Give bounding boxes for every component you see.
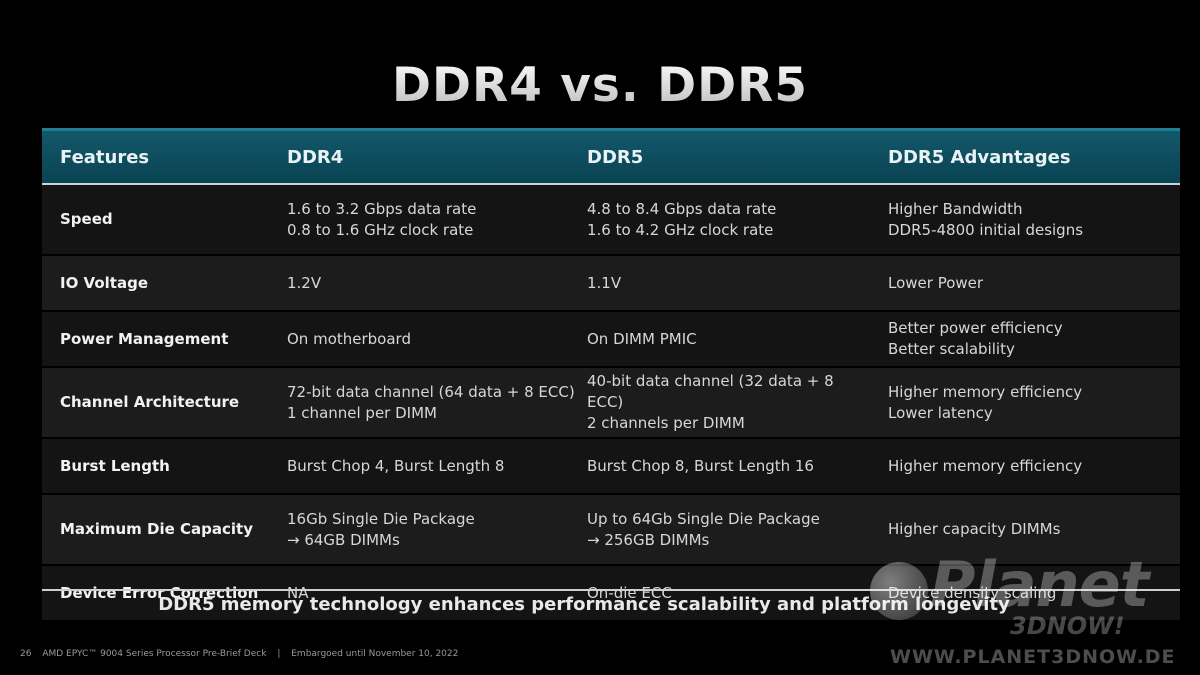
advantage-cell-line: Lower latency — [888, 403, 993, 422]
ddr4-cell-line: 16Gb Single Die Package — [287, 509, 475, 528]
table-row: Device Error Correction NA On-die ECC Devic… — [42, 566, 1180, 622]
ddr4-cell-line: 1.6 to 3.2 Gbps data rate — [287, 199, 477, 218]
slide-footer: 26 AMD EPYC™ 9004 Series Processor Pre-B… — [20, 649, 466, 659]
slide-title: DDR4 vs. DDR5 — [0, 58, 1200, 113]
ddr4-cell: 1.2V — [270, 273, 571, 294]
advantage-cell: Higher memory efficiency — [872, 456, 1180, 477]
feature-cell: Power Management — [60, 329, 229, 348]
ddr4-cell-line: → 64GB DIMMs — [287, 530, 400, 549]
ddr5-cell-line: Up to 64Gb Single Die Package — [587, 509, 820, 528]
ddr5-cell-line: 4.8 to 8.4 Gbps data rate — [587, 199, 777, 218]
advantage-cell-line: Device density scaling — [888, 583, 1057, 602]
advantage-cell-line: Better power efficiency — [888, 319, 1063, 337]
ddr4-cell-line: 1 channel per DIMM — [287, 403, 437, 422]
header-ddr5: DDR5 — [587, 146, 644, 168]
ddr4-cell: 16Gb Single Die Package → 64GB DIMMs — [270, 509, 571, 551]
ddr4-cell-line: 0.8 to 1.6 GHz clock rate — [287, 220, 474, 239]
advantage-cell-line: Lower Power — [888, 273, 984, 292]
advantage-cell-line: Better scalability — [888, 340, 1015, 358]
advantage-cell-line: DDR5-4800 initial designs — [888, 220, 1084, 239]
ddr5-cell-line: 1.6 to 4.2 GHz clock rate — [587, 220, 774, 239]
ddr5-cell-line: 2 channels per DIMM — [587, 414, 745, 432]
ddr5-cell-line: On DIMM PMIC — [587, 329, 697, 348]
table-row: Power Management On motherboard On DIMM PM… — [42, 312, 1180, 368]
ddr5-cell: Up to 64Gb Single Die Package → 256GB DIM… — [571, 509, 872, 551]
ddr4-cell: 72-bit data channel (64 data + 8 ECC) 1 c… — [270, 382, 575, 424]
table-row: Channel Architecture 72-bit data channel … — [42, 368, 1180, 439]
advantage-cell: Higher capacity DIMMs — [872, 519, 1180, 540]
advantage-cell-line: Higher capacity DIMMs — [888, 520, 1061, 538]
advantage-cell: Lower Power — [872, 273, 1180, 294]
ddr5-cell: On DIMM PMIC — [571, 329, 872, 350]
advantage-cell: Better power efficiency Better scalabilit… — [872, 318, 1180, 360]
ddr5-cell-line: 1.1V — [587, 273, 622, 292]
table-row: IO Voltage 1.2V 1.1V Lower Power — [42, 256, 1180, 312]
ddr5-cell-line: → 256GB DIMMs — [587, 530, 710, 549]
embargo-note: Embargoed until November 10, 2022 — [291, 649, 459, 659]
feature-cell: Device Error Correction — [60, 583, 259, 602]
feature-cell: Speed — [60, 210, 113, 228]
advantage-cell-line: Higher memory efficiency — [888, 382, 1083, 401]
ddr4-cell-line: On motherboard — [287, 329, 411, 348]
planet-globe-icon — [870, 562, 928, 620]
feature-cell: Maximum Die Capacity — [60, 520, 253, 538]
watermark-word: Planet — [930, 548, 1149, 621]
ddr5-cell: Burst Chop 8, Burst Length 16 — [571, 456, 872, 477]
header-features: Features — [60, 146, 150, 168]
comparison-table: Features DDR4 DDR5 DDR5 Advantages Speed… — [42, 128, 1180, 622]
feature-cell: IO Voltage — [60, 273, 148, 292]
tagline: DDR5 memory technology enhances performa… — [158, 594, 1010, 615]
ddr4-cell: NA — [270, 583, 571, 604]
table-row: Maximum Die Capacity 16Gb Single Die Pack… — [42, 495, 1180, 566]
table-row: Burst Length Burst Chop 4, Burst Length 8… — [42, 439, 1180, 495]
ddr5-cell-line: 40-bit data channel (32 data + 8 — [587, 372, 834, 390]
footer-separator: | — [277, 649, 281, 659]
ddr5-cell-line: ECC) — [587, 393, 624, 411]
table-row: Speed 1.6 to 3.2 Gbps data rate 0.8 to 1.6… — [42, 185, 1180, 256]
ddr4-cell: Burst Chop 4, Burst Length 8 — [270, 456, 571, 477]
ddr4-cell: 1.6 to 3.2 Gbps data rate 0.8 to 1.6 GHz … — [270, 199, 571, 241]
watermark-url: WWW.PLANET3DNOW.DE — [890, 646, 1176, 668]
ddr5-cell: 4.8 to 8.4 Gbps data rate 1.6 to 4.2 GHz … — [571, 199, 872, 241]
deck-name: AMD EPYC™ 9004 Series Processor Pre-Brie… — [42, 649, 267, 659]
ddr5-cell-line: On-die ECC — [587, 583, 672, 602]
ddr5-cell: 1.1V — [571, 273, 872, 294]
watermark-sub: 3DNOW! — [1010, 612, 1125, 640]
advantage-cell-line: Higher Bandwidth — [888, 199, 1023, 218]
feature-cell: Channel Architecture — [60, 393, 240, 411]
ddr4-cell-line: 72-bit data channel (64 data + 8 ECC) — [287, 382, 575, 401]
table-bottom-divider — [42, 589, 1180, 591]
header-ddr5-advantages: DDR5 Advantages — [888, 146, 1071, 168]
advantage-cell: Higher memory efficiency Lower latency — [872, 382, 1180, 424]
advantage-cell: Higher Bandwidth DDR5-4800 initial design… — [872, 199, 1180, 241]
advantage-cell: Device density scaling — [872, 583, 1180, 604]
ddr4-cell: On motherboard — [270, 329, 571, 350]
ddr5-cell-line: Burst Chop 8, Burst Length 16 — [587, 456, 814, 475]
advantage-cell-line: Higher memory efficiency — [888, 456, 1083, 475]
ddr4-cell-line: NA — [287, 583, 309, 602]
table-header-row: Features DDR4 DDR5 DDR5 Advantages — [42, 131, 1180, 185]
header-ddr4: DDR4 — [287, 146, 344, 168]
ddr5-cell: On-die ECC — [571, 583, 872, 604]
ddr4-cell-line: Burst Chop 4, Burst Length 8 — [287, 456, 505, 475]
ddr4-cell-line: 1.2V — [287, 273, 322, 292]
ddr5-cell: 40-bit data channel (32 data + 8 ECC) 2 ch… — [571, 371, 872, 434]
feature-cell: Burst Length — [60, 456, 170, 475]
page-number: 26 — [20, 649, 32, 659]
